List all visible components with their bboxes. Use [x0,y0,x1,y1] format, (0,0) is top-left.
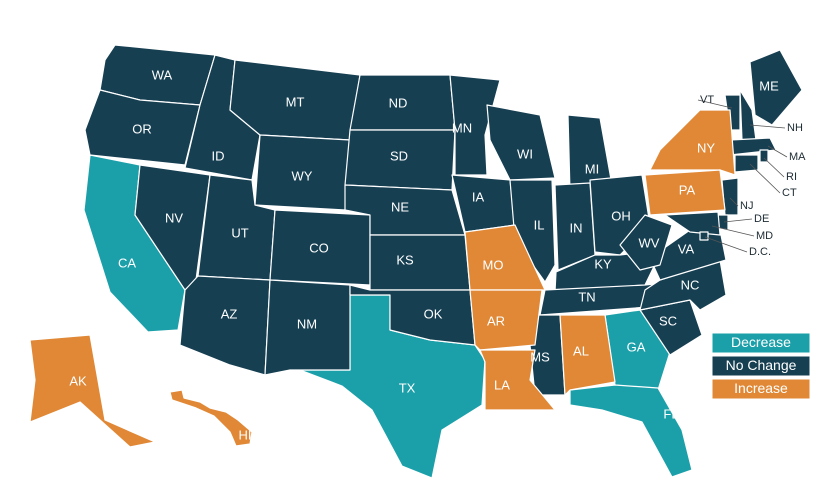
state-label: IL [534,217,545,232]
state [264,279,351,376]
state [569,384,693,478]
state [179,275,271,376]
state [619,214,673,271]
legend-label: Increase [734,380,788,396]
state [649,229,727,281]
state [464,224,546,291]
state [644,169,726,216]
state-label: ID [212,148,225,163]
state-label: SC [659,313,677,328]
state-label: LA [494,377,510,392]
state-label: PA [679,182,696,197]
state-label: NY [697,140,715,155]
state-label: DE [754,213,769,225]
state-label: ND [389,95,408,110]
legend-label: No Change [726,357,797,373]
states-layer [29,44,803,479]
state-label: UT [231,225,248,240]
state-label: IA [472,189,485,204]
state-label: VT [700,94,714,106]
state-label: HI [239,427,252,442]
state-label: TN [578,289,595,304]
state-label: KS [396,252,414,267]
state-label: SD [390,148,408,163]
leader-line [729,197,739,207]
state [639,259,727,311]
state-label: MI [585,161,599,176]
leader-line [767,145,788,158]
leader-line [697,99,733,109]
state-label: TX [399,380,416,395]
state [699,231,709,241]
leader-line [704,236,748,253]
leader-line [723,218,753,223]
state-label: OR [132,121,152,136]
state-label: AK [69,373,87,388]
legend-label: Decrease [731,334,791,350]
state [559,314,616,396]
leader-line [711,225,755,237]
leader-line [749,124,786,129]
state-label: NE [391,199,409,214]
state-label: NC [681,277,700,292]
state-label: WY [292,168,313,183]
state-label: MT [286,94,305,109]
state-label: WI [517,146,533,161]
state [369,234,471,291]
state-label: WA [152,67,173,82]
state-label: CA [118,255,136,270]
state [749,49,803,126]
state [449,74,501,176]
state-label: OH [611,208,631,223]
state [479,349,556,411]
state-label: MS [530,349,550,364]
state-label: NM [297,316,317,331]
state [734,154,759,173]
legend-swatch [711,378,811,400]
state-label: NV [165,210,183,225]
state-label: VA [678,241,695,256]
legend: Decrease No Change Increase [711,332,811,400]
state-label: AR [487,313,505,328]
state [169,389,253,447]
state [349,284,476,346]
state-label: KY [594,256,612,271]
state [486,104,556,181]
state-label: MO [483,257,504,272]
state-label: D.C. [749,246,771,258]
state-label: MA [789,151,806,163]
state-label: AZ [221,306,238,321]
state-label: NH [787,122,803,134]
state-label: MD [756,230,773,242]
state-label: ME [759,78,779,93]
state-label: GA [627,339,646,354]
state [84,89,201,166]
leader-line [763,157,785,178]
state-label: AL [573,343,589,358]
state [29,334,156,448]
state-label: FL [663,406,678,421]
state-label: IN [570,220,583,235]
state [649,109,736,176]
labels-layer: CA TX GA FL WA OR NV ID MT WY UT AZ CO NM ND SD NE KS OK MN… [69,67,806,442]
state-label: RI [786,171,797,183]
state-label: MN [452,120,472,135]
state [664,211,721,236]
legend-swatch [711,355,811,377]
state-label: NJ [740,200,753,212]
state-label: CT [782,187,797,199]
state-label: OK [424,306,443,321]
state [469,289,543,351]
state-label: CO [309,240,329,255]
state-label: WV [639,235,660,250]
legend-swatch [711,332,811,354]
leader-line [749,163,781,194]
